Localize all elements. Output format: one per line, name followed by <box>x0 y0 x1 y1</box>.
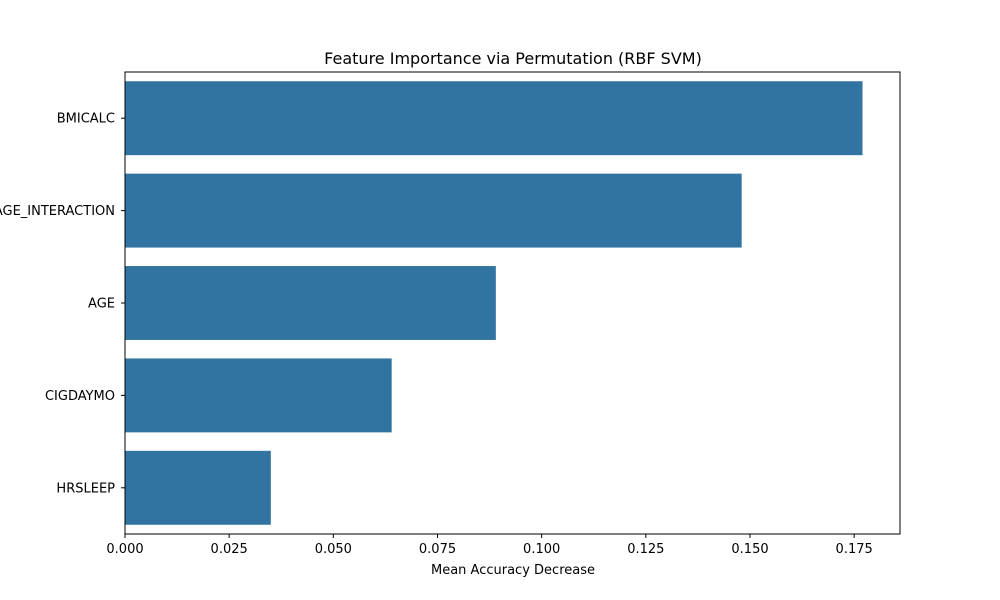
x-tick-label: 0.025 <box>211 542 248 557</box>
chart-title: Feature Importance via Permutation (RBF … <box>324 49 702 68</box>
x-axis-label: Mean Accuracy Decrease <box>431 563 595 578</box>
x-tick-label: 0.125 <box>627 542 664 557</box>
x-tick-label: 0.100 <box>523 542 560 557</box>
bar-cigdaymo <box>125 358 392 433</box>
y-tick-label: HRSLEEP <box>56 481 115 496</box>
x-tick-label: 0.175 <box>836 542 873 557</box>
y-tick-label: BMICALC <box>57 112 115 127</box>
x-axis: 0.000 0.025 0.050 0.075 0.100 0.125 0.150 0.175 <box>106 534 873 557</box>
x-tick-label: 0.075 <box>419 542 456 557</box>
y-tick-label: CIGDAYMO <box>45 389 115 404</box>
y-tick-label: AGE <box>88 297 115 312</box>
bar-bmicalc <box>125 81 863 156</box>
bar-age <box>125 266 496 340</box>
bars-group <box>125 81 863 525</box>
x-tick-label: 0.150 <box>731 542 768 557</box>
x-tick-label: 0.000 <box>106 542 143 557</box>
bar-hrsleep <box>125 450 271 525</box>
x-tick-label: 0.050 <box>315 542 352 557</box>
y-tick-label: BMI_AGE_INTERACTION <box>0 204 115 219</box>
y-axis: BMICALC BMI_AGE_INTERACTION AGE CIGDAYMO HRS… <box>0 112 125 496</box>
bar-bmi-age-interaction <box>125 173 742 248</box>
